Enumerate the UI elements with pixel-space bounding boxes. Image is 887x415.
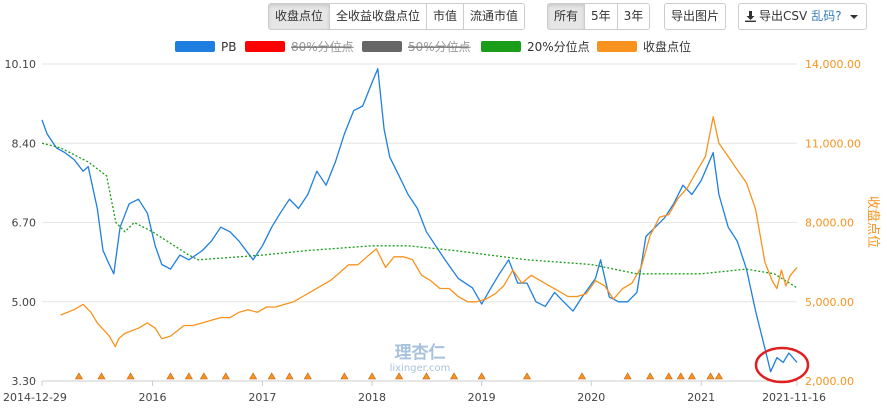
right-tick-label: 14,000.00	[805, 58, 861, 71]
event-marker	[166, 372, 175, 380]
watermark: 理杏仁 lixinger.com	[390, 342, 451, 374]
event-marker	[126, 372, 135, 380]
legend-swatch	[362, 41, 402, 52]
left-tick-label: 6.70	[12, 217, 37, 230]
right-tick-label: 11,000.00	[805, 137, 861, 150]
event-marker	[687, 372, 696, 380]
download-icon	[745, 11, 756, 22]
x-axis: 2014-12-29 2016 2017 2018 2019 2020 2021 2021-1…	[3, 380, 826, 404]
event-marker	[74, 372, 83, 380]
tab-range-3y[interactable]: 3年	[617, 4, 650, 29]
x-tick-label: 2016	[139, 391, 167, 404]
event-marker	[303, 372, 312, 380]
x-tick-label: 2018	[358, 391, 386, 404]
right-tick-label: 2,000.00	[805, 375, 854, 388]
event-marker	[221, 372, 230, 380]
event-marker	[267, 372, 276, 380]
grid-lines	[42, 63, 797, 382]
event-marker	[340, 372, 349, 380]
x-tick-label: 2019	[468, 391, 496, 404]
legend-label: PB	[221, 40, 236, 54]
x-tick-label: 2021-11-16	[762, 391, 826, 404]
pb-line	[41, 68, 798, 373]
tab-range-5y[interactable]: 5年	[585, 4, 618, 29]
export-csv-label: 导出CSV	[759, 9, 808, 23]
x-tick-label: 2014-12-29	[3, 391, 67, 404]
left-axis: 3.30 5.00 6.70 8.40 10.10	[5, 58, 37, 388]
event-marker	[714, 372, 723, 380]
event-markers	[74, 372, 723, 380]
metric-tab-group: 收盘点位 全收益收盘点位 市值 流通市值	[268, 3, 526, 30]
right-axis-title: 收盘点位	[865, 196, 881, 248]
event-marker	[477, 372, 486, 380]
event-marker	[646, 372, 655, 380]
event-marker	[368, 372, 377, 380]
right-axis: 2,000.00 5,000.00 8,000.00 11,000.00 14,000.…	[805, 58, 861, 388]
event-marker	[664, 372, 673, 380]
legend-label: 收盘点位	[643, 39, 691, 54]
x-tick-label: 2021	[687, 391, 715, 404]
event-marker	[623, 372, 632, 380]
event-marker	[199, 372, 208, 380]
series-lines	[41, 68, 798, 373]
right-tick-label: 5,000.00	[805, 296, 854, 309]
tab-total-return-index[interactable]: 全收益收盘点位	[330, 4, 428, 29]
event-marker	[184, 372, 193, 380]
tab-market-cap[interactable]: 市值	[427, 4, 465, 29]
range-tab-group: 所有 5年 3年	[547, 3, 651, 30]
event-marker	[97, 372, 106, 380]
event-marker	[422, 372, 431, 380]
watermark-name: 理杏仁	[395, 342, 446, 363]
event-marker	[706, 372, 715, 380]
legend-swatch	[175, 41, 215, 52]
event-marker	[285, 372, 294, 380]
event-marker	[522, 372, 532, 380]
right-tick-label: 8,000.00	[805, 217, 854, 230]
legend-swatch	[245, 41, 285, 52]
event-marker	[450, 372, 459, 380]
tab-float-market-cap[interactable]: 流通市值	[464, 4, 525, 29]
p20-line	[41, 142, 798, 289]
garbled-help-link[interactable]: 乱码?	[811, 9, 842, 23]
tab-range-all[interactable]: 所有	[548, 4, 586, 29]
left-tick-label: 5.00	[12, 296, 37, 309]
event-marker	[249, 372, 258, 380]
tab-close-index[interactable]: 收盘点位	[269, 4, 331, 29]
left-tick-label: 3.30	[12, 375, 37, 388]
event-marker	[395, 372, 404, 380]
legend: PB 80%分位点 50%分位点 20%分位点 收盘点位	[175, 39, 691, 54]
event-marker	[676, 372, 685, 380]
x-tick-label: 2017	[248, 391, 276, 404]
highlight-circle	[754, 346, 810, 384]
chevron-down-icon	[849, 15, 858, 19]
legend-swatch	[481, 41, 521, 52]
x-tick-label: 2020	[577, 391, 605, 404]
left-tick-label: 8.40	[12, 137, 37, 150]
legend-label: 20%分位点	[527, 39, 590, 54]
watermark-url: lixinger.com	[390, 363, 451, 374]
export-image-button[interactable]: 导出图片	[664, 3, 727, 30]
export-csv-dropdown[interactable]: 导出CSV 乱码?	[738, 3, 867, 30]
left-tick-label: 10.10	[5, 58, 37, 71]
legend-swatch	[597, 41, 637, 52]
close-index-line	[60, 116, 798, 348]
event-marker	[577, 372, 586, 380]
